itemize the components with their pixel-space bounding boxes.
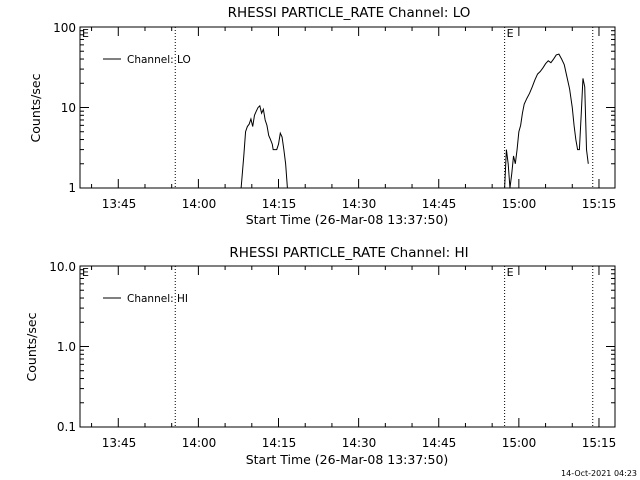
panel-lo-plot-frame: [79, 26, 616, 189]
panel-lo-title: RHESSI PARTICLE_RATE Channel: LO: [228, 5, 471, 21]
panel-lo-ticks: [80, 26, 615, 189]
lo-xtick-label: 14:00: [182, 197, 217, 211]
event-mark-label: E: [82, 266, 89, 279]
hi-x-axis-label: Start Time (26-Mar-08 13:37:50): [246, 452, 449, 467]
hi-y-axis-label: Counts/sec: [24, 312, 39, 381]
lo-legend-label: Channel: LO: [127, 54, 191, 66]
hi-ytick-label: 1.0: [57, 340, 76, 354]
lo-ytick-label: 100: [53, 21, 76, 35]
hi-xtick-label: 15:00: [502, 436, 537, 450]
panel-hi-ticks: [80, 265, 615, 428]
generation-timestamp: 14-Oct-2021 04:23: [561, 469, 637, 478]
hi-xtick-label: 14:00: [182, 436, 217, 450]
panel-hi-plot-frame: [79, 265, 616, 428]
series-line: [240, 104, 291, 189]
hi-xtick-label: 14:15: [262, 436, 297, 450]
hi-xtick-label: 15:15: [582, 436, 617, 450]
event-mark-label: E: [507, 266, 514, 279]
event-mark-label: E: [82, 27, 89, 40]
hi-xtick-label: 13:45: [102, 436, 137, 450]
hi-legend-label: Channel: HI: [127, 293, 188, 305]
lo-xtick-label: 14:45: [422, 197, 457, 211]
lo-x-axis-label: Start Time (26-Mar-08 13:37:50): [246, 212, 449, 227]
hi-xtick-label: 14:45: [422, 436, 457, 450]
lo-y-axis-label: Counts/sec: [28, 73, 43, 142]
lo-ytick-label: 10: [61, 101, 76, 115]
panel-lo-marker-lines: [174, 27, 594, 188]
lo-xtick-label: 15:15: [582, 197, 617, 211]
series-line: [504, 53, 589, 189]
hi-ytick-label: 10.0: [49, 260, 76, 274]
lo-xtick-label: 15:00: [502, 197, 537, 211]
hi-xtick-label: 14:30: [342, 436, 377, 450]
lo-xtick-label: 14:30: [342, 197, 377, 211]
panel-hi-marker-lines: [174, 266, 594, 427]
panel-hi-title: RHESSI PARTICLE_RATE Channel: HI: [229, 245, 468, 261]
event-mark-label: E: [507, 27, 514, 40]
lo-series-group: [240, 53, 589, 189]
hi-ytick-label: 0.1: [57, 420, 76, 434]
lo-ytick-label: 1: [68, 181, 76, 195]
lo-xtick-label: 14:15: [262, 197, 297, 211]
lo-xtick-label: 13:45: [102, 197, 137, 211]
